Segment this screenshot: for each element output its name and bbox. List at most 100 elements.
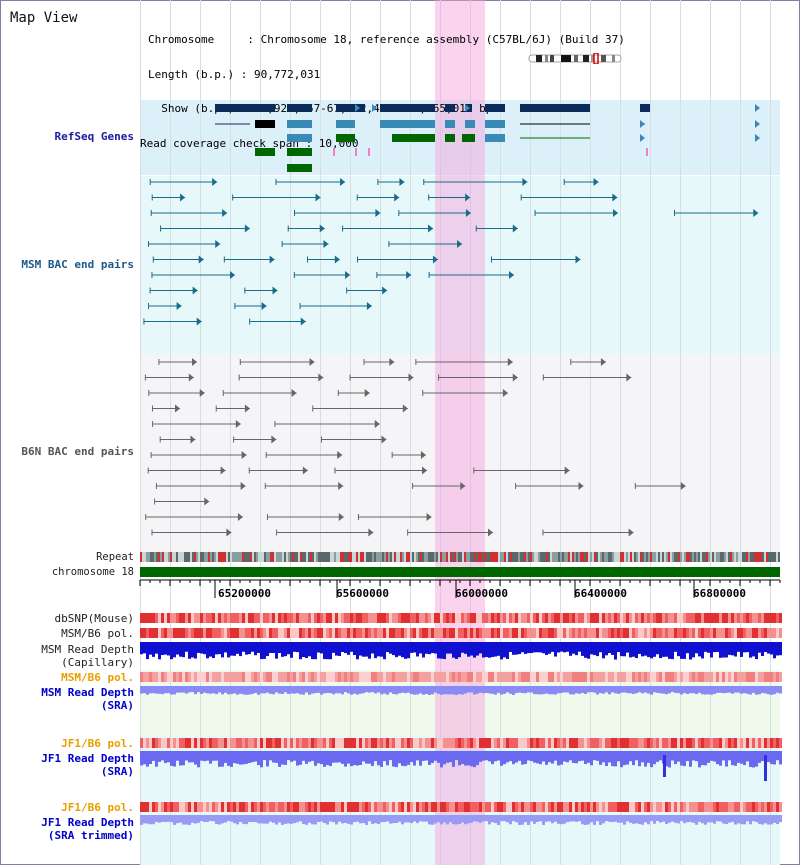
read-depth-bar bbox=[494, 815, 497, 824]
bac-end-arrow bbox=[502, 389, 508, 397]
repeat-element bbox=[194, 552, 196, 562]
read-depth-bar bbox=[443, 751, 446, 765]
refseq-genes-label[interactable]: RefSeq Genes bbox=[54, 130, 134, 143]
read-depth-bar bbox=[659, 751, 662, 761]
read-depth-bar bbox=[323, 686, 326, 694]
polymorphism-cell bbox=[470, 628, 473, 638]
read-depth-bar bbox=[608, 642, 611, 654]
read-depth-bar bbox=[320, 815, 323, 822]
msm-bac-label[interactable]: MSM BAC end pairs bbox=[21, 258, 134, 271]
read-depth-bar bbox=[710, 642, 713, 658]
repeat-element bbox=[410, 552, 412, 562]
polymorphism-cell bbox=[464, 613, 467, 623]
msm-b6-pol-label: MSM/B6 pol. bbox=[61, 627, 134, 640]
polymorphism-cell bbox=[362, 628, 365, 638]
polymorphism-cell bbox=[740, 628, 743, 638]
polymorphism-cell bbox=[704, 738, 707, 748]
polymorphism-cell bbox=[242, 672, 245, 682]
polymorphism-cell bbox=[233, 628, 236, 638]
polymorphism-cell bbox=[590, 672, 593, 682]
polymorphism-cell bbox=[206, 672, 209, 682]
read-depth-bar bbox=[377, 642, 380, 657]
b6n-bac-label[interactable]: B6N BAC end pairs bbox=[21, 445, 134, 458]
read-depth-bar bbox=[758, 815, 761, 824]
read-depth-bar bbox=[608, 686, 611, 695]
bac-end-arrow bbox=[628, 528, 634, 537]
polymorphism-cell bbox=[458, 738, 461, 748]
read-depth-bar bbox=[764, 686, 767, 694]
read-depth-bar bbox=[734, 815, 737, 825]
polymorphism-cell bbox=[500, 672, 503, 682]
jf1-b6-pol-label[interactable]: JF1/B6 pol. bbox=[61, 737, 134, 750]
polymorphism-cell bbox=[377, 613, 380, 623]
polymorphism-cell bbox=[614, 613, 617, 623]
read-depth-bar bbox=[332, 751, 335, 763]
polymorphism-cell bbox=[599, 802, 602, 812]
jf1-b6-pol-label-2[interactable]: JF1/B6 pol. bbox=[61, 801, 134, 814]
polymorphism-cell bbox=[212, 613, 215, 623]
repeat-element bbox=[140, 552, 142, 562]
msm-b6-pol-label-2[interactable]: MSM/B6 pol. bbox=[61, 671, 134, 684]
repeat-element bbox=[612, 552, 614, 562]
polymorphism-cell bbox=[407, 628, 410, 638]
polymorphism-cell bbox=[752, 738, 755, 748]
polymorphism-cell bbox=[389, 672, 392, 682]
read-depth-bar bbox=[752, 815, 755, 822]
read-depth-bar bbox=[752, 686, 755, 693]
chromosome-ideogram[interactable] bbox=[528, 53, 622, 64]
read-depth-bar bbox=[461, 642, 464, 653]
read-depth-bar bbox=[740, 751, 743, 764]
polymorphism-cell bbox=[749, 613, 752, 623]
read-depth-bar bbox=[485, 751, 488, 761]
read-depth-bar bbox=[344, 815, 347, 823]
grid-line bbox=[320, 0, 321, 865]
polymorphism-cell bbox=[239, 613, 242, 623]
polymorphism-cell bbox=[146, 628, 149, 638]
read-depth-bar bbox=[185, 751, 188, 761]
repeat-element bbox=[204, 552, 206, 562]
jf1-read-depth-sra-label[interactable]: JF1 Read Depth bbox=[41, 752, 134, 765]
polymorphism-cell bbox=[260, 738, 263, 748]
msm-read-depth-cap-label: MSM Read Depth bbox=[41, 643, 134, 656]
repeat-element bbox=[288, 552, 290, 562]
read-depth-bar bbox=[662, 686, 665, 694]
polymorphism-cell bbox=[290, 613, 293, 623]
read-depth-bar bbox=[719, 751, 722, 766]
read-depth-bar bbox=[158, 642, 161, 660]
jf1-read-depth-trim-label[interactable]: JF1 Read Depth bbox=[41, 816, 134, 829]
repeat-element bbox=[150, 552, 152, 562]
read-depth-bar bbox=[479, 815, 482, 823]
polymorphism-cell bbox=[578, 628, 581, 638]
polymorphism-cell bbox=[761, 672, 764, 682]
polymorphism-cell bbox=[257, 738, 260, 748]
read-depth-bar bbox=[551, 751, 554, 764]
repeat-element bbox=[596, 552, 598, 562]
read-depth-bar bbox=[149, 815, 152, 825]
polymorphism-cell bbox=[452, 738, 455, 748]
read-depth-bar bbox=[656, 815, 659, 822]
read-depth-bar bbox=[593, 686, 596, 693]
polymorphism-cell bbox=[446, 738, 449, 748]
read-depth-bar bbox=[584, 686, 587, 694]
read-depth-bar bbox=[269, 751, 272, 761]
read-depth-bar bbox=[713, 686, 716, 694]
read-depth-bar bbox=[425, 642, 428, 654]
polymorphism-cell bbox=[746, 802, 749, 812]
polymorphism-cell bbox=[323, 672, 326, 682]
read-depth-bar bbox=[239, 751, 242, 765]
polymorphism-cell bbox=[182, 738, 185, 748]
read-depth-bar bbox=[509, 642, 512, 652]
polymorphism-cell bbox=[425, 738, 428, 748]
polymorphism-cell bbox=[272, 672, 275, 682]
polymorphism-cell bbox=[545, 628, 548, 638]
read-depth-bar bbox=[167, 815, 170, 822]
polymorphism-cell bbox=[533, 802, 536, 812]
bac-end-arrow bbox=[338, 513, 344, 521]
polymorphism-cell bbox=[575, 628, 578, 638]
msm-read-depth-sra-label[interactable]: MSM Read Depth bbox=[41, 686, 134, 699]
read-depth-bar bbox=[665, 686, 668, 695]
read-depth-bar bbox=[572, 751, 575, 764]
repeat-element bbox=[166, 552, 168, 562]
polymorphism-cell bbox=[314, 672, 317, 682]
